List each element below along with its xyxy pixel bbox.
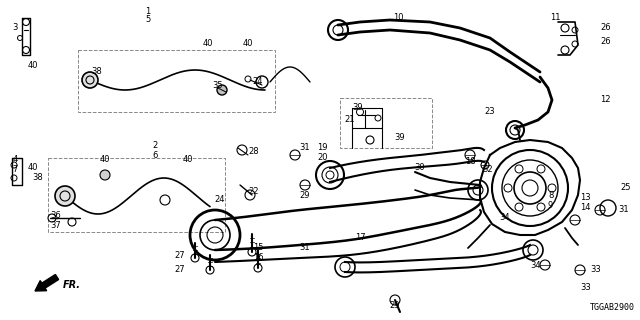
Text: 15: 15 — [253, 244, 263, 252]
Text: 14: 14 — [580, 204, 591, 212]
Text: 40: 40 — [100, 156, 110, 164]
Text: 30: 30 — [415, 164, 426, 172]
Text: 12: 12 — [600, 95, 611, 105]
Text: 40: 40 — [183, 156, 193, 164]
Text: 37: 37 — [50, 220, 61, 229]
Text: 39: 39 — [353, 103, 364, 113]
Text: 13: 13 — [580, 194, 591, 203]
Text: 28: 28 — [248, 148, 259, 156]
Text: 34: 34 — [500, 213, 510, 222]
Text: 33: 33 — [590, 266, 601, 275]
Circle shape — [55, 186, 75, 206]
Text: 10: 10 — [393, 13, 403, 22]
Text: 31: 31 — [618, 205, 628, 214]
Bar — [78, 50, 275, 112]
Text: 16: 16 — [253, 253, 263, 262]
Text: 40: 40 — [28, 164, 38, 172]
Text: 26: 26 — [600, 37, 611, 46]
Text: 33: 33 — [580, 284, 591, 292]
Text: 40: 40 — [28, 60, 38, 69]
Text: 8: 8 — [548, 190, 554, 199]
Bar — [340, 98, 432, 148]
Text: 31: 31 — [300, 143, 310, 153]
Text: 40: 40 — [243, 39, 253, 49]
Text: 31: 31 — [300, 244, 310, 252]
Text: 19: 19 — [317, 143, 328, 153]
Text: 20: 20 — [317, 154, 328, 163]
FancyArrow shape — [35, 275, 59, 291]
Text: FR.: FR. — [63, 280, 81, 290]
Text: 23: 23 — [484, 108, 495, 116]
Text: 4: 4 — [13, 156, 18, 164]
Text: 39: 39 — [394, 133, 405, 142]
Text: 22: 22 — [248, 188, 259, 196]
Text: 3: 3 — [13, 23, 18, 33]
Text: 24: 24 — [215, 196, 225, 204]
Text: 34: 34 — [530, 260, 541, 269]
Text: 36: 36 — [50, 211, 61, 220]
Text: 25: 25 — [620, 183, 630, 193]
Text: 11: 11 — [550, 13, 560, 22]
Text: 38: 38 — [33, 173, 44, 182]
Circle shape — [217, 85, 227, 95]
Text: 18: 18 — [465, 157, 476, 166]
Text: 5: 5 — [145, 15, 150, 25]
Text: 9: 9 — [548, 201, 553, 210]
Text: 24: 24 — [252, 77, 262, 86]
Text: 21: 21 — [344, 116, 355, 124]
Text: 38: 38 — [92, 68, 102, 76]
Text: TGGAB2900: TGGAB2900 — [590, 303, 635, 312]
Bar — [48, 158, 225, 232]
Text: 40: 40 — [203, 39, 213, 49]
Circle shape — [82, 72, 98, 88]
Text: 7: 7 — [13, 165, 18, 174]
Text: 6: 6 — [152, 150, 157, 159]
Text: 26: 26 — [600, 23, 611, 33]
Text: 29: 29 — [390, 300, 400, 309]
Text: 27: 27 — [174, 251, 185, 260]
Text: 35: 35 — [212, 82, 223, 91]
Text: 1: 1 — [145, 7, 150, 17]
Text: 27: 27 — [174, 266, 185, 275]
Circle shape — [100, 170, 110, 180]
Text: 29: 29 — [300, 190, 310, 199]
Text: 17: 17 — [355, 234, 365, 243]
Text: 32: 32 — [483, 165, 493, 174]
Text: 2: 2 — [152, 140, 157, 149]
